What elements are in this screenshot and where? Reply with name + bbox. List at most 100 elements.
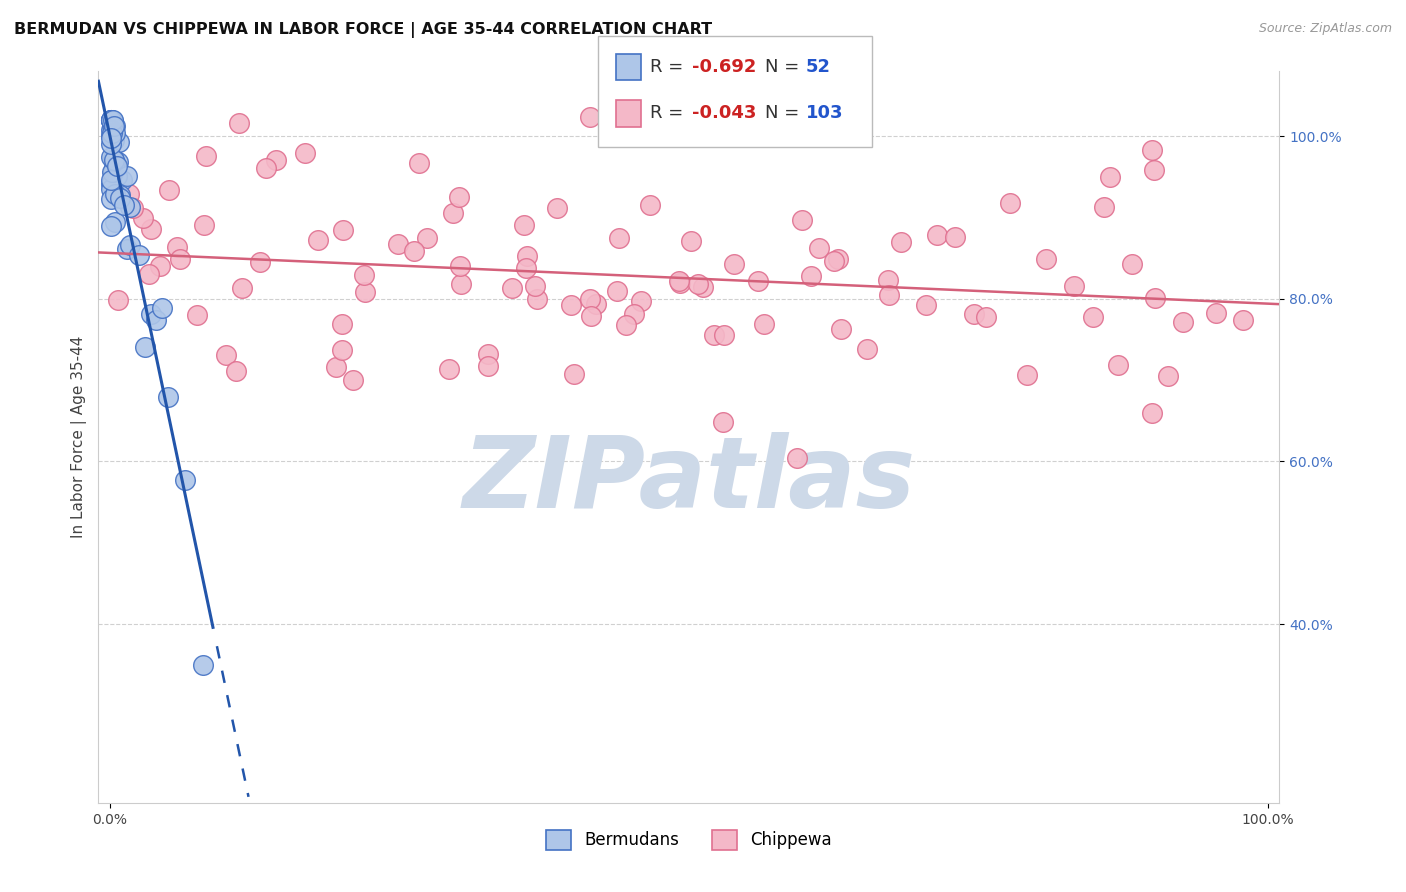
Point [441, 205, 464, 219]
Point [103, 153, 125, 167]
Point [105, 169, 128, 184]
Point [1143, 163, 1166, 178]
Point [145, 313, 167, 327]
Point [501, 281, 523, 295]
Point [166, 239, 188, 253]
Point [692, 279, 714, 293]
Point [104, 187, 127, 202]
Point [711, 415, 734, 429]
Point [101, 118, 124, 132]
Point [139, 307, 162, 321]
Point [415, 231, 437, 245]
Point [786, 451, 808, 466]
Text: -0.043: -0.043 [692, 104, 756, 122]
Point [330, 317, 353, 331]
Point [104, 126, 127, 140]
Point [877, 287, 900, 301]
Point [103, 120, 125, 134]
Point [890, 235, 912, 249]
Point [149, 259, 172, 273]
Y-axis label: In Labor Force | Age 35-44: In Labor Force | Age 35-44 [72, 336, 87, 538]
Point [112, 197, 135, 211]
Point [134, 340, 156, 354]
Point [138, 268, 160, 282]
Point [103, 133, 125, 147]
Text: N =: N = [765, 58, 804, 76]
Point [827, 252, 849, 267]
Point [668, 274, 690, 288]
Point [115, 169, 138, 184]
Point [353, 268, 375, 282]
Point [353, 285, 375, 299]
Point [105, 159, 128, 173]
Point [100, 131, 122, 145]
Point [108, 135, 131, 149]
Point [111, 173, 134, 187]
Point [100, 173, 122, 187]
Point [927, 228, 949, 243]
Point [1121, 257, 1143, 271]
Text: ZIPatlas: ZIPatlas [463, 433, 915, 530]
Point [174, 473, 197, 487]
Point [579, 110, 602, 124]
Point [524, 278, 547, 293]
Point [606, 284, 628, 298]
Point [249, 255, 271, 269]
Point [169, 252, 191, 267]
Point [1081, 310, 1104, 324]
Point [830, 322, 852, 336]
Point [752, 317, 775, 331]
Point [974, 310, 997, 324]
Point [1171, 315, 1194, 329]
Point [790, 213, 813, 227]
Point [108, 191, 131, 205]
Point [194, 149, 217, 163]
Point [477, 346, 499, 360]
Point [681, 234, 703, 248]
Text: -0.692: -0.692 [692, 58, 756, 76]
Point [100, 113, 122, 128]
Point [799, 268, 821, 283]
Point [118, 186, 141, 201]
Point [332, 222, 354, 236]
Point [332, 343, 354, 357]
Point [668, 276, 690, 290]
Point [437, 362, 460, 376]
Point [915, 298, 938, 312]
Text: 52: 52 [806, 58, 831, 76]
Point [100, 219, 122, 234]
Point [120, 238, 142, 252]
Text: N =: N = [765, 104, 804, 122]
Point [515, 261, 537, 276]
Point [963, 307, 986, 321]
Point [101, 151, 124, 165]
Point [546, 202, 568, 216]
Point [1063, 278, 1085, 293]
Point [623, 307, 645, 321]
Point [104, 215, 127, 229]
Point [1157, 368, 1180, 383]
Point [562, 368, 585, 382]
Point [943, 229, 966, 244]
Text: R =: R = [650, 58, 689, 76]
Point [342, 373, 364, 387]
Text: Source: ZipAtlas.com: Source: ZipAtlas.com [1258, 22, 1392, 36]
Point [101, 127, 124, 141]
Point [450, 277, 472, 291]
Point [100, 136, 122, 151]
Point [150, 301, 173, 315]
Text: R =: R = [650, 104, 689, 122]
Point [747, 274, 769, 288]
Point [630, 293, 652, 308]
Point [128, 248, 150, 262]
Point [1140, 406, 1163, 420]
Point [703, 328, 725, 343]
Point [449, 259, 471, 273]
Point [264, 153, 287, 167]
Point [104, 119, 127, 133]
Point [856, 342, 879, 356]
Point [121, 201, 143, 215]
Point [325, 360, 347, 375]
Point [1035, 252, 1057, 267]
Point [823, 254, 845, 268]
